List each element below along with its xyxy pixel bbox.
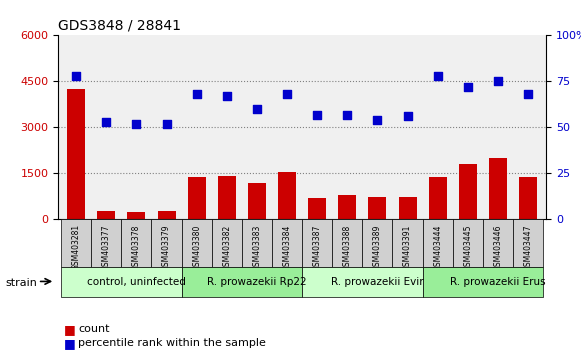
Text: GSM403281: GSM403281 — [71, 224, 81, 270]
Bar — [67, 89, 85, 219]
Text: strain: strain — [6, 278, 38, 288]
FancyBboxPatch shape — [211, 219, 242, 267]
Text: GSM403377: GSM403377 — [102, 224, 111, 271]
Point — [403, 114, 412, 119]
Point — [313, 112, 322, 118]
Text: R. prowazekii Rp22: R. prowazekii Rp22 — [207, 277, 307, 287]
Text: GSM403444: GSM403444 — [433, 224, 442, 271]
Bar — [157, 211, 175, 219]
FancyBboxPatch shape — [61, 219, 91, 267]
FancyBboxPatch shape — [453, 219, 483, 267]
Bar — [459, 164, 477, 219]
Text: GSM403391: GSM403391 — [403, 224, 412, 271]
Point — [222, 93, 231, 99]
FancyBboxPatch shape — [182, 219, 211, 267]
Text: R. prowazekii Erus: R. prowazekii Erus — [450, 277, 546, 287]
FancyBboxPatch shape — [302, 219, 332, 267]
Point — [162, 121, 171, 127]
Text: GSM403445: GSM403445 — [463, 224, 472, 271]
Point — [493, 79, 503, 84]
Point — [252, 106, 261, 112]
Text: GSM403382: GSM403382 — [223, 224, 231, 270]
Text: count: count — [78, 324, 110, 334]
Text: GSM403389: GSM403389 — [373, 224, 382, 271]
Point — [523, 91, 533, 97]
Text: GSM403387: GSM403387 — [313, 224, 322, 271]
Text: control, uninfected: control, uninfected — [87, 277, 186, 287]
Point — [343, 112, 352, 118]
FancyBboxPatch shape — [242, 219, 272, 267]
FancyBboxPatch shape — [513, 219, 543, 267]
Bar — [399, 197, 417, 219]
Point — [71, 73, 81, 79]
FancyBboxPatch shape — [121, 219, 152, 267]
Point — [192, 91, 202, 97]
Point — [463, 84, 472, 90]
Text: GSM403380: GSM403380 — [192, 224, 201, 271]
FancyBboxPatch shape — [422, 267, 543, 297]
Text: ■: ■ — [64, 337, 76, 350]
Text: GSM403384: GSM403384 — [282, 224, 292, 271]
Text: percentile rank within the sample: percentile rank within the sample — [78, 338, 266, 348]
Text: GDS3848 / 28841: GDS3848 / 28841 — [58, 19, 181, 33]
FancyBboxPatch shape — [302, 267, 422, 297]
FancyBboxPatch shape — [152, 219, 182, 267]
Bar — [489, 158, 507, 219]
Text: GSM403383: GSM403383 — [252, 224, 261, 271]
FancyBboxPatch shape — [363, 219, 393, 267]
Bar — [519, 177, 537, 219]
Bar — [127, 212, 145, 219]
FancyBboxPatch shape — [393, 219, 422, 267]
Point — [433, 73, 442, 79]
FancyBboxPatch shape — [91, 219, 121, 267]
Text: GSM403446: GSM403446 — [493, 224, 503, 271]
FancyBboxPatch shape — [182, 267, 302, 297]
Bar — [368, 198, 386, 219]
Text: GSM403378: GSM403378 — [132, 224, 141, 271]
FancyBboxPatch shape — [332, 219, 363, 267]
Bar — [429, 177, 447, 219]
Text: ■: ■ — [64, 323, 76, 336]
Bar — [308, 198, 326, 219]
Bar — [278, 172, 296, 219]
Bar — [97, 211, 116, 219]
FancyBboxPatch shape — [272, 219, 302, 267]
FancyBboxPatch shape — [483, 219, 513, 267]
Text: GSM403379: GSM403379 — [162, 224, 171, 271]
Text: GSM403447: GSM403447 — [523, 224, 533, 271]
Text: GSM403388: GSM403388 — [343, 224, 352, 270]
FancyBboxPatch shape — [422, 219, 453, 267]
Bar — [188, 177, 206, 219]
Point — [373, 117, 382, 123]
Bar — [218, 176, 236, 219]
Point — [102, 119, 111, 125]
Text: R. prowazekii Evir: R. prowazekii Evir — [331, 277, 424, 287]
Bar — [248, 183, 266, 219]
Point — [282, 91, 292, 97]
Bar — [338, 195, 356, 219]
FancyBboxPatch shape — [61, 267, 182, 297]
Point — [132, 121, 141, 127]
